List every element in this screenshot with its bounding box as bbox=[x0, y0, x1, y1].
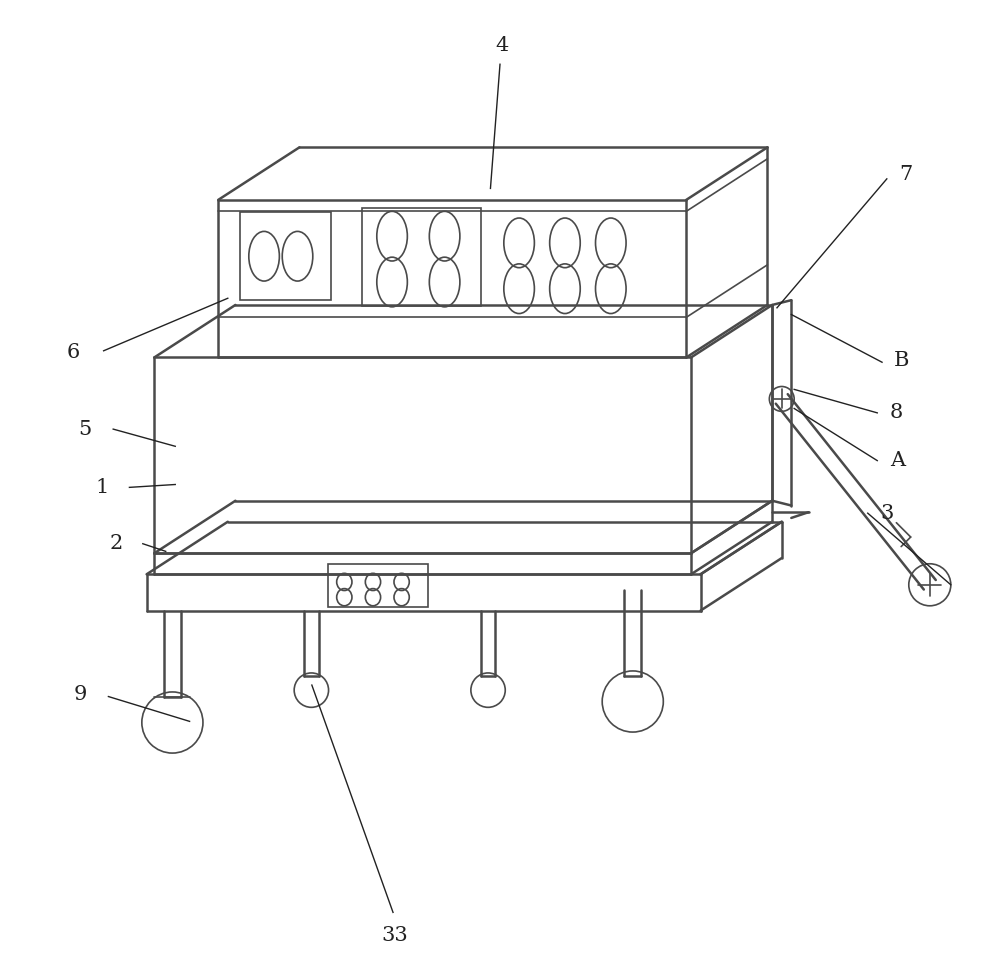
Text: 9: 9 bbox=[74, 685, 87, 704]
Text: 6: 6 bbox=[67, 343, 80, 362]
Text: 8: 8 bbox=[890, 403, 903, 422]
Text: 5: 5 bbox=[78, 420, 91, 439]
Bar bbox=[328, 564, 428, 607]
Bar bbox=[362, 208, 481, 306]
Text: 7: 7 bbox=[899, 165, 912, 183]
Text: B: B bbox=[894, 351, 909, 370]
Text: 1: 1 bbox=[95, 478, 108, 497]
Text: A: A bbox=[890, 452, 905, 470]
Text: 3: 3 bbox=[880, 504, 894, 522]
Text: 2: 2 bbox=[109, 534, 123, 553]
Text: 4: 4 bbox=[495, 36, 509, 54]
Text: 33: 33 bbox=[382, 925, 408, 945]
Bar bbox=[240, 212, 331, 300]
